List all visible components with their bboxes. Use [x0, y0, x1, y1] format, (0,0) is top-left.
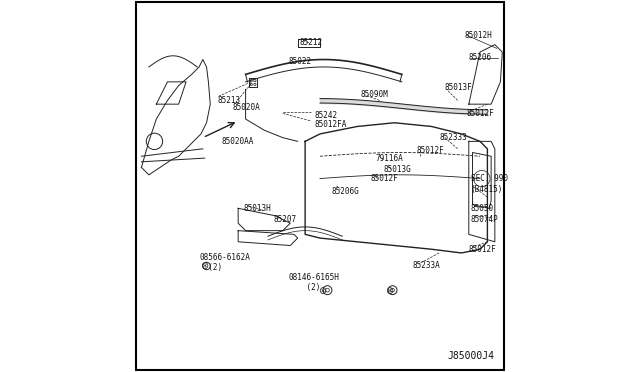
Text: SEC. 990
(B4815): SEC. 990 (B4815) [470, 174, 508, 194]
Text: 85012F: 85012F [417, 146, 444, 155]
Text: ⊛: ⊛ [200, 261, 208, 271]
Text: J85000J4: J85000J4 [448, 351, 495, 361]
Text: ⊛: ⊛ [318, 286, 326, 296]
Text: 08146-6165H
    (2): 08146-6165H (2) [289, 273, 339, 292]
Text: 85022: 85022 [289, 57, 312, 66]
Text: 85013H: 85013H [244, 204, 271, 213]
Text: 79116A: 79116A [376, 154, 404, 163]
Text: 852333: 852333 [439, 133, 467, 142]
Text: 85012F: 85012F [370, 174, 398, 183]
Text: 85050: 85050 [470, 204, 494, 213]
Text: 85074P: 85074P [470, 215, 499, 224]
Text: 85207: 85207 [273, 215, 296, 224]
Text: 85020AA: 85020AA [221, 137, 254, 146]
Text: 85012F: 85012F [468, 245, 497, 254]
Text: 85012F: 85012F [467, 109, 495, 118]
Text: 85206: 85206 [468, 53, 492, 62]
Text: 85013G: 85013G [383, 165, 411, 174]
Text: ⊛: ⊛ [385, 286, 393, 296]
Text: 85206G: 85206G [331, 187, 359, 196]
Text: 85090M: 85090M [361, 90, 388, 99]
Text: 85020A: 85020A [232, 103, 260, 112]
Text: 85012FA: 85012FA [314, 120, 347, 129]
Text: 85213: 85213 [218, 96, 241, 105]
Text: 85212: 85212 [300, 38, 323, 47]
Text: 85013F: 85013F [445, 83, 472, 92]
Text: 85242: 85242 [314, 111, 337, 120]
Text: 85012H: 85012H [465, 31, 492, 40]
Text: 85233A: 85233A [413, 262, 441, 270]
Text: 08566-6162A
  (2): 08566-6162A (2) [199, 253, 250, 272]
